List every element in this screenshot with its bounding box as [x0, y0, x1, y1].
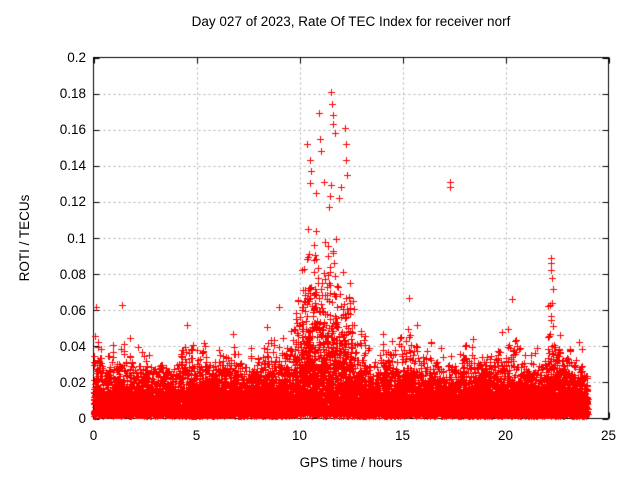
y-tick-label: 0.06: [59, 302, 86, 318]
y-tick-label: 0.14: [59, 158, 86, 174]
y-tick-label: 0.1: [67, 230, 86, 246]
x-tick-label: 0: [89, 428, 98, 443]
x-tick-label: 15: [394, 428, 411, 443]
y-tick-label: 0.2: [67, 50, 86, 65]
x-tick-label: 10: [291, 428, 308, 443]
x-tick-label: 20: [497, 428, 514, 443]
y-tick-label: 0.08: [59, 266, 86, 282]
y-tick-label: 0.18: [59, 86, 86, 102]
y-tick-label: 0.04: [59, 338, 86, 354]
y-tick-label: 0: [78, 411, 86, 426]
y-tick-label: 0.16: [59, 122, 86, 138]
plot-title: Day 027 of 2023, Rate Of TEC Index for r…: [191, 14, 511, 29]
x-tick-label: 25: [600, 428, 617, 443]
y-axis-label: ROTI / TECUs: [17, 194, 32, 282]
x-tick-label: 5: [192, 428, 201, 443]
x-axis-label: GPS time / hours: [299, 455, 403, 470]
y-tick-label: 0.02: [59, 374, 86, 390]
y-tick-label: 0.12: [59, 194, 86, 210]
